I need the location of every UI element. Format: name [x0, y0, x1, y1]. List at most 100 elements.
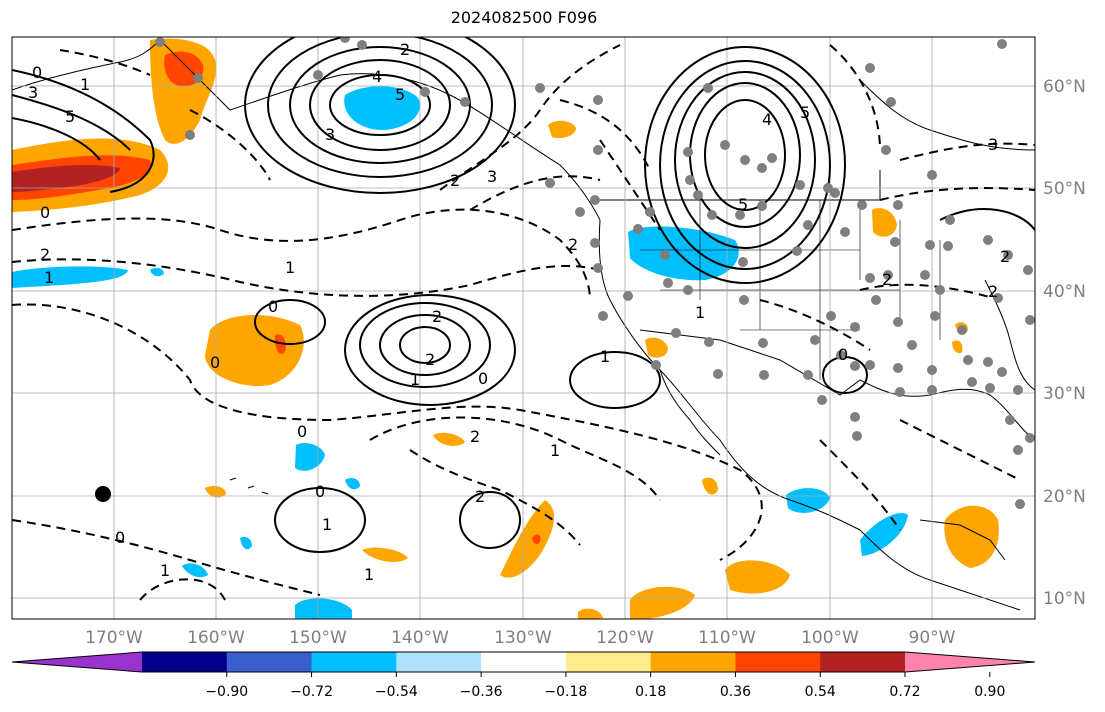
colorbar-extend-high	[905, 652, 1035, 672]
colorbar-tick-label: −0.54	[375, 684, 418, 700]
fill-carib-orange	[944, 505, 999, 568]
fill-mex-orange	[702, 477, 718, 495]
colorbar-tick-label: 0.54	[805, 684, 836, 700]
lat-label: 20°N	[1043, 487, 1086, 507]
colorbar-tick-label: 0.72	[889, 684, 920, 700]
fill-small-blue4	[150, 267, 164, 277]
contour-label: 2	[568, 235, 578, 254]
fill-orange-435	[433, 432, 465, 446]
contour-label: 2	[882, 270, 892, 289]
contour-label: 1	[160, 561, 170, 580]
baja	[659, 369, 721, 456]
colorbar-tick-label: −0.90	[205, 684, 248, 700]
fill-small-blue1	[345, 478, 360, 490]
hudson-coast	[859, 79, 1035, 151]
contour-label: 0	[838, 345, 848, 364]
contour-label: 4	[372, 67, 382, 86]
contour-label: 2	[1000, 247, 1010, 266]
colorbar-swatch	[311, 652, 397, 672]
us-border	[600, 170, 881, 201]
marker-dot	[95, 486, 111, 502]
colorbar-swatch	[650, 652, 736, 672]
contour-label: 2	[988, 282, 998, 301]
contour-label: 0	[478, 369, 488, 388]
contour-label: 0	[297, 422, 307, 441]
fill-small-orange2	[362, 547, 408, 562]
fill-baja-orange	[645, 337, 668, 358]
fill-tx-orange	[872, 208, 897, 237]
fill-nw-blue-strip	[12, 266, 128, 288]
contour-label: 2	[425, 350, 435, 369]
fill-bottom-orange3	[578, 608, 603, 619]
fill-strip-red	[532, 534, 541, 545]
colorbar-swatch	[481, 652, 567, 672]
lon-label: 140°W	[391, 628, 449, 648]
lat-label: 10°N	[1043, 589, 1086, 609]
colorbar-swatch	[226, 652, 313, 672]
contour-label: 5	[395, 85, 405, 104]
colorbar-outline	[11, 651, 1036, 673]
colorbar-swatch	[396, 652, 482, 672]
colorbar: −0.90 −0.72 −0.54 −0.36 −0.18 0.18 0.36 0.54 0.7…	[11, 651, 1036, 700]
contour-label: 2	[470, 427, 480, 446]
contour-label: 1	[44, 268, 54, 287]
fill-small-blue2	[182, 563, 208, 578]
contour-labels: 0 1 3 5 2 4 5 3 0 1 2 2 3 1 1 0 2 2 1 0 …	[28, 40, 1010, 584]
fill-bottom-orange2	[725, 560, 790, 594]
contour-label: 2	[40, 245, 50, 264]
contour-label: 1	[550, 441, 560, 460]
contour-label: 3	[325, 125, 335, 144]
lon-label: 170°W	[85, 628, 143, 648]
contour-label: 2	[400, 40, 410, 59]
contour-label: 4	[762, 110, 772, 129]
lat-label: 30°N	[1043, 384, 1086, 404]
colorbar-tick-label: −0.36	[460, 684, 503, 700]
colorbar-swatch	[142, 652, 228, 672]
lon-label: 120°W	[596, 628, 654, 648]
colorbar-extend-low	[12, 652, 142, 672]
contour-label: 1	[600, 347, 610, 366]
colorbar-swatch	[735, 652, 821, 672]
contour-label: 5	[738, 195, 748, 214]
contour-label: 3	[487, 167, 497, 186]
lat-label: 50°N	[1043, 179, 1086, 199]
contour-label: 1	[80, 75, 90, 94]
map-area: 0 1 3 5 2 4 5 3 0 1 2 2 3 1 1 0 2 2 1 0 …	[12, 37, 1035, 619]
contour-label: 5	[800, 103, 810, 122]
contour-label: 3	[988, 135, 998, 154]
colorbar-tick-label: −0.18	[544, 684, 587, 700]
hawaii	[229, 477, 269, 495]
contour-label: 3	[28, 83, 38, 102]
lon-label: 90°W	[909, 628, 956, 648]
colorbar-tick-label: −0.72	[290, 684, 333, 700]
fill-westus-blue	[628, 226, 739, 281]
contour-label: 0	[40, 203, 50, 222]
lon-label: 130°W	[494, 628, 552, 648]
contour-label: 0	[115, 528, 125, 547]
lat-axis-labels: 60°N 50°N 40°N 30°N 20°N 10°N	[1043, 77, 1086, 609]
contour-label: 0	[315, 482, 325, 501]
fill-pac-orange1	[205, 314, 304, 386]
fill-bottom-blue	[295, 598, 352, 619]
fill-gulf-orange	[952, 340, 963, 354]
colorbar-tick-label: 0.18	[635, 684, 666, 700]
contour-label: 1	[285, 258, 295, 277]
contour-label: 0	[32, 63, 42, 82]
contour-label: 0	[268, 297, 278, 316]
station-dots	[155, 37, 1035, 509]
fill-mex-blue1	[786, 488, 830, 513]
solid-contours	[12, 37, 1035, 553]
contour-label: 1	[364, 565, 374, 584]
contour-label: 1	[410, 370, 420, 389]
lon-label: 150°W	[289, 628, 347, 648]
lon-label: 100°W	[801, 628, 859, 648]
lat-label: 40°N	[1043, 282, 1086, 302]
map-title: 2024082500 F096	[450, 8, 598, 27]
west-coast	[598, 219, 1021, 611]
dashed-contours	[12, 44, 1035, 601]
colorbar-swatch	[565, 652, 652, 672]
contour-label: 2	[450, 171, 460, 190]
lon-axis-labels: 170°W 160°W 150°W 140°W 130°W 120°W 110°…	[85, 628, 956, 648]
fill-hawaii-blue	[295, 443, 325, 471]
